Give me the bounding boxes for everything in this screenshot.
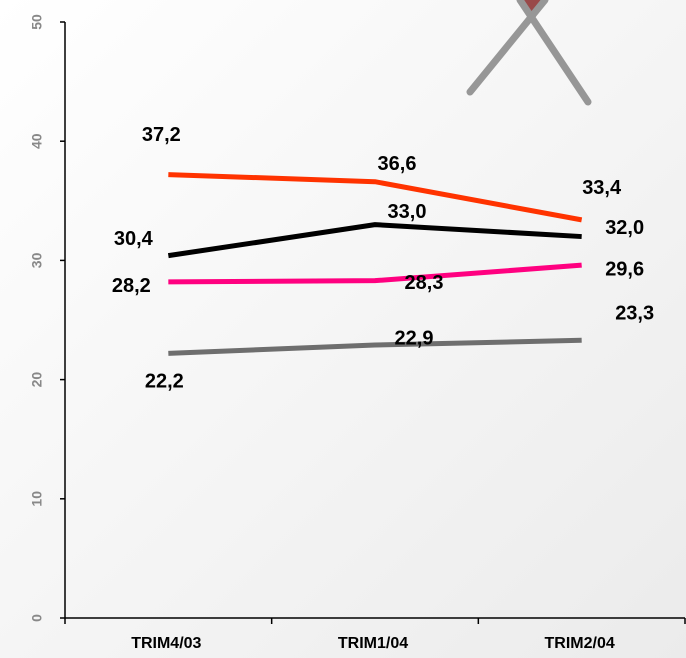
value-label: 33,4 xyxy=(582,177,622,199)
line xyxy=(168,262,582,285)
y-tick-label: 30 xyxy=(29,252,45,268)
value-label: 28,3 xyxy=(405,272,444,294)
value-label: 22,9 xyxy=(395,327,434,349)
value-label: 36,6 xyxy=(378,153,417,175)
x-tick-label: TRIM2/04 xyxy=(545,635,615,652)
decoration xyxy=(466,0,592,106)
y-tick-label: 10 xyxy=(29,491,45,507)
value-label: 32,0 xyxy=(605,217,644,239)
line xyxy=(167,222,582,259)
value-label: 30,4 xyxy=(114,228,154,250)
value-label: 29,6 xyxy=(605,258,644,280)
value-label: 37,2 xyxy=(142,124,181,146)
y-tick-label: 40 xyxy=(29,133,45,149)
line xyxy=(168,337,582,356)
value-label: 23,3 xyxy=(615,303,654,325)
x-tick-label: TRIM1/04 xyxy=(338,635,408,652)
value-label: 33,0 xyxy=(388,201,427,223)
y-tick-label: 20 xyxy=(29,372,45,388)
value-label: 22,2 xyxy=(145,371,184,393)
y-tick-label: 50 xyxy=(29,14,45,30)
x-tick-label: TRIM4/03 xyxy=(131,635,201,652)
value-label: 28,2 xyxy=(112,275,151,297)
y-tick-label: 0 xyxy=(29,614,45,622)
line xyxy=(168,172,583,223)
